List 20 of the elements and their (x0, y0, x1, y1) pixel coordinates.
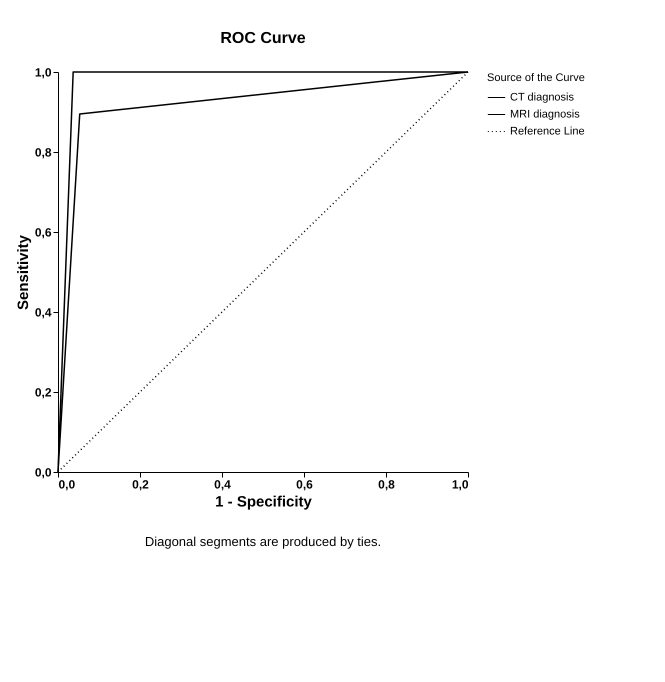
chart-title: ROC Curve (220, 30, 306, 47)
x-tick-label: 1,0 (452, 478, 469, 492)
y-tick-label: 1,0 (34, 66, 52, 80)
text: Diagonal segments are produced by ties. (144, 534, 382, 549)
y-tick-label: 0,0 (34, 466, 52, 480)
x-tick-label: 0,6 (296, 478, 314, 492)
x-tick-label: 0,0 (58, 478, 76, 492)
y-tick-label: 0,2 (34, 386, 52, 400)
y-tick-label: 0,4 (34, 306, 52, 320)
y-axis-title: Sensitivity (14, 234, 32, 310)
y-tick-label: 0,6 (34, 226, 52, 240)
legend-label: CT diagnosis (510, 92, 574, 104)
x-tick-label: 0,8 (378, 478, 396, 492)
legend-label: MRI diagnosis (510, 108, 580, 120)
y-tick-label: 0,8 (34, 146, 52, 160)
legend-label: Reference Line (510, 126, 585, 138)
x-tick-label: 0,2 (132, 478, 150, 492)
x-tick-label: 0,4 (214, 478, 232, 492)
legend-title: Source of the Curve (487, 72, 585, 84)
x-axis-title: 1 - Specificity (215, 494, 313, 510)
